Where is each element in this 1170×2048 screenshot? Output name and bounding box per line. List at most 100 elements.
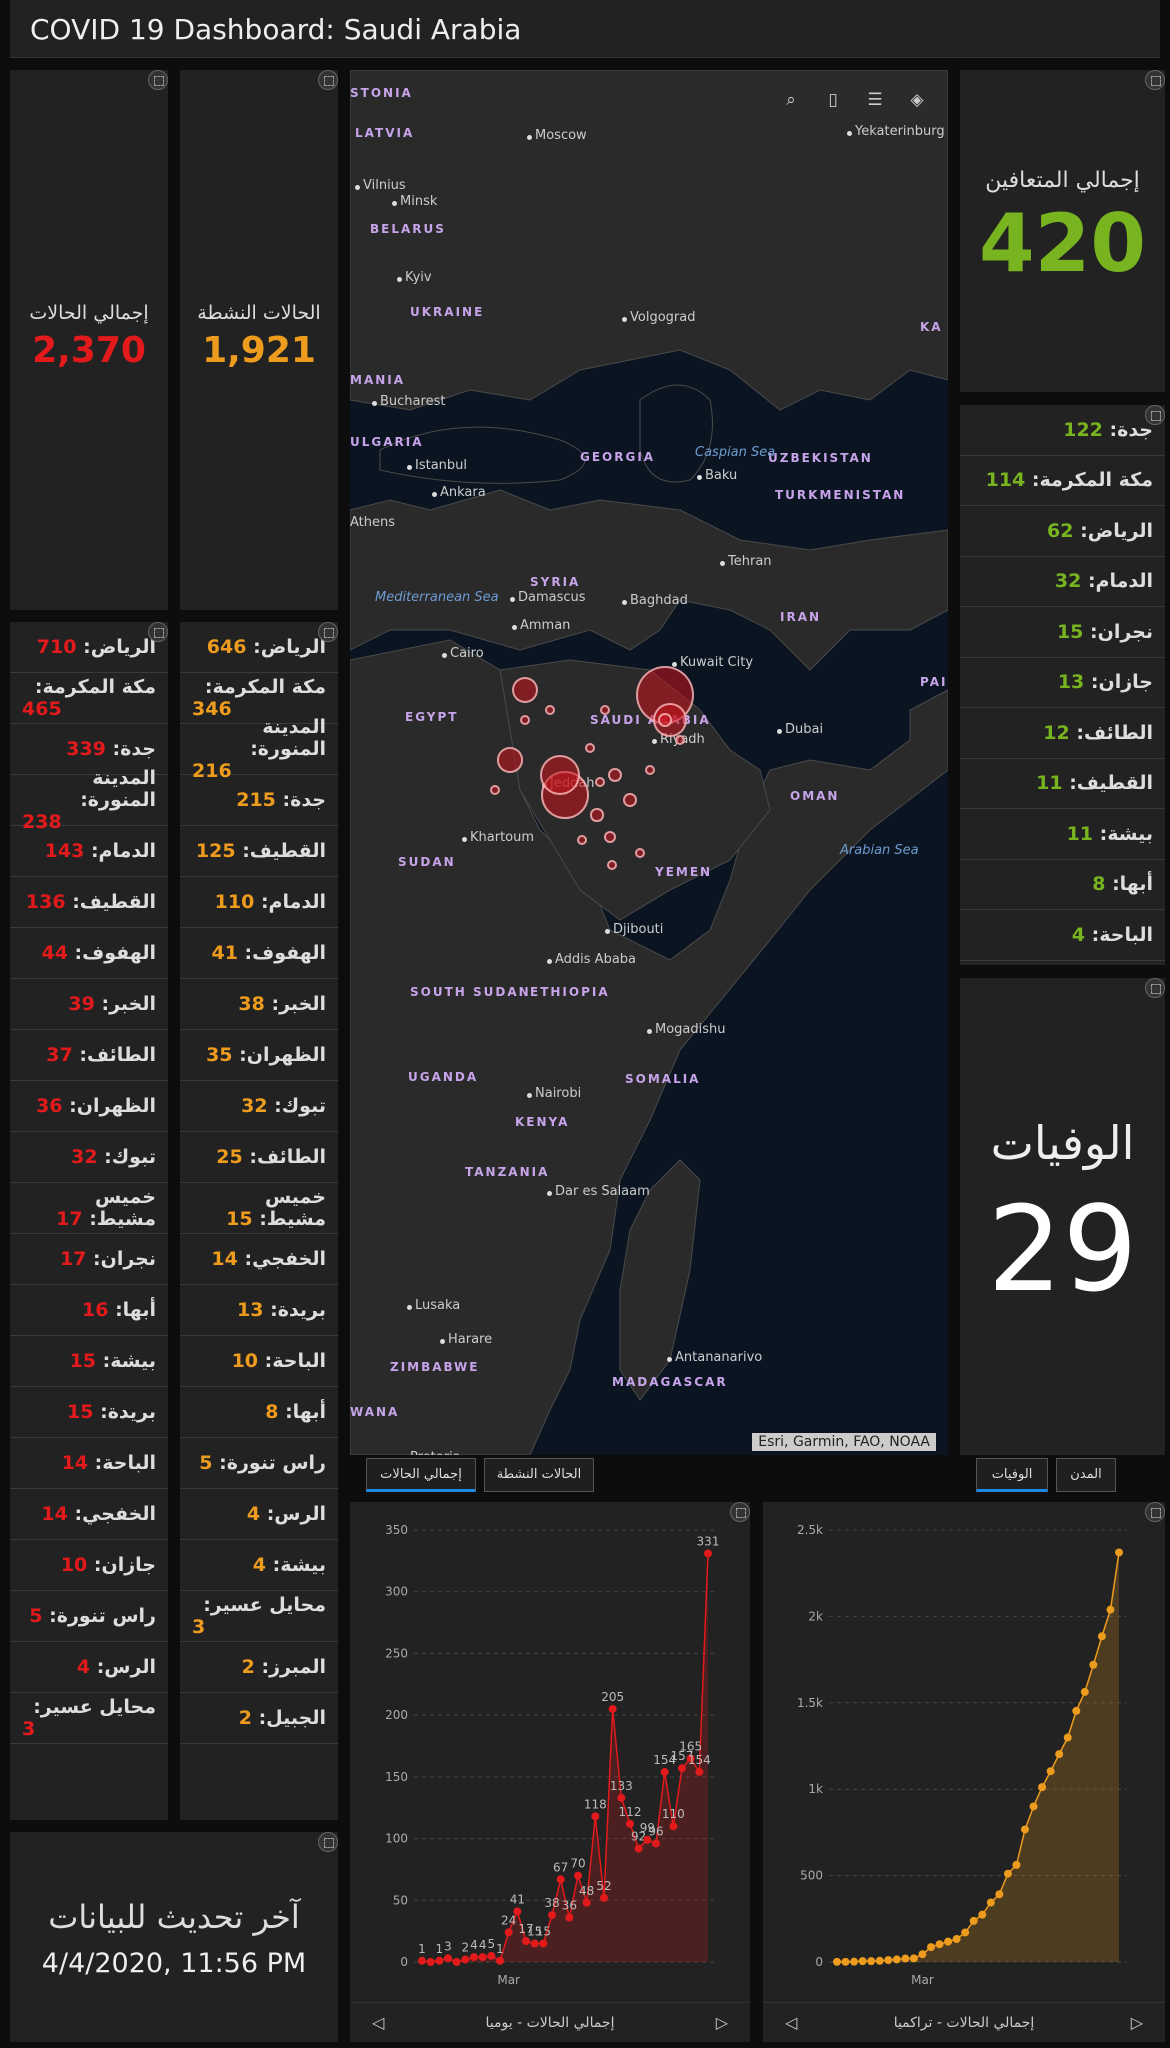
expand-icon[interactable] (318, 70, 338, 90)
list-item[interactable]: بيشة: 11 (960, 809, 1165, 860)
list-item[interactable]: الهفوف: 44 (10, 928, 168, 979)
list-item[interactable]: الخفجي: 14 (180, 1234, 338, 1285)
case-circle[interactable] (607, 860, 617, 870)
expand-icon[interactable] (1145, 1502, 1165, 1522)
list-item[interactable]: الدمام: 32 (960, 557, 1165, 607)
list-item[interactable]: الباحة: 4 (960, 910, 1165, 961)
next-arrow-icon[interactable]: ▷ (715, 2013, 728, 2032)
list-item[interactable]: الدمام: 110 (180, 877, 338, 928)
case-circle[interactable] (539, 754, 581, 796)
next-arrow-icon[interactable]: ▷ (1130, 2013, 1143, 2032)
map-view[interactable]: Moscow Yekaterinburg Vilnius Minsk Kyiv Volgo… (350, 70, 948, 1455)
city-count: 39 (68, 993, 95, 1015)
list-item[interactable]: مكة المكرمة: 346 (180, 673, 338, 724)
list-item[interactable]: جازان: 10 (10, 1540, 168, 1591)
layers-icon[interactable]: ◈ (910, 90, 924, 110)
list-item[interactable]: الظهران: 35 (180, 1030, 338, 1081)
list-item[interactable]: الخبر: 39 (10, 979, 168, 1030)
list-item[interactable]: محايل عسير: 3 (180, 1591, 338, 1642)
list-item[interactable]: الخبر: 38 (180, 979, 338, 1030)
list-item[interactable]: جدة: 122 (960, 405, 1165, 456)
list-item[interactable]: أبها: 8 (960, 860, 1165, 910)
list-item[interactable]: الباحة: 10 (180, 1336, 338, 1387)
list-item[interactable]: خميس مشيط: 17 (10, 1183, 168, 1234)
expand-icon[interactable] (318, 622, 338, 642)
expand-icon[interactable] (1145, 70, 1165, 90)
case-circle[interactable] (490, 785, 500, 795)
list-item[interactable]: نجران: 15 (960, 607, 1165, 658)
list-item[interactable]: الرس: 4 (10, 1642, 168, 1693)
list-item[interactable]: بريدة: 13 (180, 1285, 338, 1336)
legend-icon[interactable]: ☰ (867, 90, 883, 110)
list-item[interactable]: القطيف: 11 (960, 759, 1165, 809)
list-item[interactable]: راس تنورة: 5 (10, 1591, 168, 1642)
list-item[interactable]: مكة المكرمة: 465 (10, 673, 168, 724)
expand-icon[interactable] (1145, 405, 1165, 425)
list-item[interactable]: الهفوف: 41 (180, 928, 338, 979)
case-circle[interactable] (600, 705, 610, 715)
list-item[interactable]: الظهران: 36 (10, 1081, 168, 1132)
case-circle[interactable] (607, 767, 623, 783)
case-circle[interactable] (658, 713, 672, 727)
list-item[interactable]: بيشة: 4 (180, 1540, 338, 1591)
list-item[interactable]: راس تنورة: 5 (180, 1438, 338, 1489)
case-circle[interactable] (585, 743, 595, 753)
list-item[interactable]: محايل عسير: 3 (10, 1693, 168, 1744)
case-circle[interactable] (603, 830, 617, 844)
case-circle[interactable] (577, 835, 587, 845)
list-item[interactable]: جدة: 215 (180, 775, 338, 826)
case-circle[interactable] (497, 747, 523, 773)
prev-arrow-icon[interactable]: ◁ (785, 2013, 798, 2032)
list-item[interactable]: الطائف: 12 (960, 708, 1165, 759)
case-circle[interactable] (590, 808, 604, 822)
list-item[interactable]: أبها: 16 (10, 1285, 168, 1336)
case-circle[interactable] (645, 765, 655, 775)
prev-arrow-icon[interactable]: ◁ (372, 2013, 385, 2032)
list-item[interactable]: الرياض: 710 (10, 622, 168, 673)
list-item[interactable]: نجران: 17 (10, 1234, 168, 1285)
list-item[interactable]: المدينة المنورة: 238 (10, 767, 168, 833)
tab-cities[interactable]: المدن (1056, 1458, 1116, 1492)
tab-total-cases[interactable]: إجمالي الحالات (366, 1458, 476, 1492)
list-item[interactable]: بريدة: 15 (10, 1387, 168, 1438)
list-item[interactable]: المبرز: 2 (180, 1642, 338, 1693)
case-circle[interactable] (623, 793, 637, 807)
list-item[interactable]: الدمام: 143 (10, 826, 168, 877)
list-item[interactable]: خميس مشيط: 15 (180, 1183, 338, 1234)
list-item[interactable]: تبوك: 32 (10, 1132, 168, 1183)
list-item[interactable]: الجبيل: 2 (180, 1693, 338, 1744)
case-circle[interactable] (595, 777, 605, 787)
case-circle[interactable] (520, 715, 530, 725)
expand-icon[interactable] (730, 1502, 750, 1522)
expand-icon[interactable] (148, 70, 168, 90)
case-circle[interactable] (511, 676, 539, 704)
list-item[interactable]: الباحة: 14 (10, 1438, 168, 1489)
list-item[interactable]: الرس: 4 (180, 1489, 338, 1540)
list-item[interactable]: تبوك: 32 (180, 1081, 338, 1132)
list-item[interactable]: القطيف: 136 (10, 877, 168, 928)
list-item[interactable]: بيشة: 15 (10, 1336, 168, 1387)
expand-icon[interactable] (1145, 978, 1165, 998)
list-item[interactable]: الطائف: 37 (10, 1030, 168, 1081)
list-item[interactable]: جازان: 13 (960, 658, 1165, 708)
bookmark-icon[interactable]: ▯ (828, 90, 838, 110)
list-item[interactable]: الرياض: 646 (180, 622, 338, 673)
list-item[interactable]: القطيف: 125 (180, 826, 338, 877)
country-label: ULGARIA (350, 435, 424, 449)
expand-icon[interactable] (148, 622, 168, 642)
case-circle[interactable] (675, 735, 685, 745)
list-item[interactable]: المدينة المنورة: 216 (180, 716, 338, 782)
list-item[interactable]: مكة المكرمة: 114 (960, 456, 1165, 506)
list-item[interactable]: أبها: 8 (180, 1387, 338, 1438)
search-icon[interactable]: ⌕ (786, 90, 796, 110)
list-item[interactable]: الطائف: 25 (180, 1132, 338, 1183)
case-circle[interactable] (635, 848, 645, 858)
list-item[interactable]: الخفجي: 14 (10, 1489, 168, 1540)
expand-icon[interactable] (318, 1832, 338, 1852)
list-item[interactable]: الرياض: 62 (960, 506, 1165, 557)
tab-active-cases[interactable]: الحالات النشطة (484, 1458, 594, 1492)
list-item[interactable]: جدة: 339 (10, 724, 168, 775)
case-circle[interactable] (545, 705, 555, 715)
city-count: 465 (22, 698, 62, 720)
tab-deaths[interactable]: الوفيات (976, 1458, 1048, 1492)
